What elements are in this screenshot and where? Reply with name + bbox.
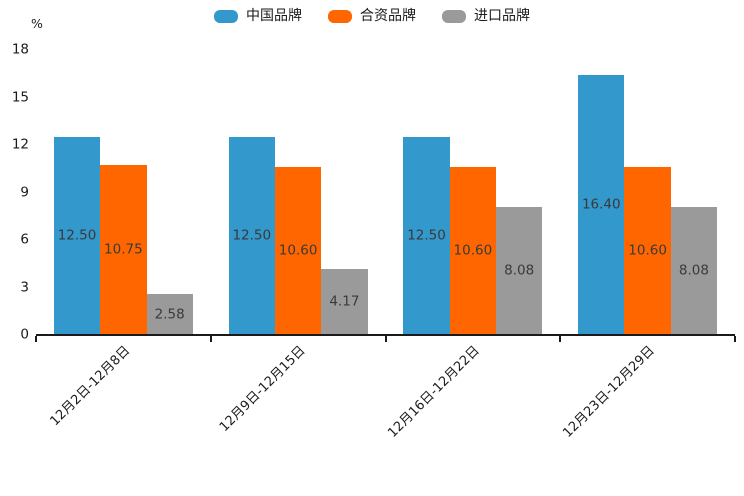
bar-合资品牌-2: 10.60 [274,167,322,335]
bar-进口品牌-4: 8.08 [670,207,718,335]
x-category-label: 12月2日-12月8日 [47,343,134,430]
bar-中国品牌-3: 12.50 [403,137,450,335]
legend-item-3: 进口品牌 [442,9,530,23]
legend: 中国品牌 合资品牌 进口品牌 [0,9,744,23]
x-axis-tick [559,336,562,342]
y-tick-label: 9 [20,183,29,200]
x-category-label: 12月23日-12月29日 [560,343,658,441]
bar-value-label: 16.40 [581,196,621,213]
x-category-label: 12月9日-12月15日 [216,343,309,435]
x-axis-tick [734,336,736,342]
bar-value-label: 8.08 [678,262,709,279]
x-axis-tick [209,336,212,342]
bar-value-label: 12.50 [232,227,272,244]
legend-label: 中国品牌 [246,8,302,24]
legend-item-2: 合资品牌 [328,9,416,23]
bar-合资品牌-1: 10.75 [100,164,147,335]
bar-value-label: 10.60 [628,242,667,259]
bar-中国品牌-4: 16.40 [578,75,625,335]
bar-value-label: 2.58 [154,305,185,322]
legend-item-1: 中国品牌 [214,9,302,23]
x-axis-line [36,334,735,336]
legend-swatch-icon [442,9,466,23]
y-axis-unit-label: % [31,16,43,31]
y-tick-label: 0 [20,326,29,343]
bar-value-label: 10.60 [278,242,318,259]
y-tick-label: 18 [11,41,29,58]
y-tick-label: 12 [11,136,29,153]
bar-合资品牌-3: 10.60 [449,167,497,335]
bar-进口品牌-3: 8.08 [496,207,543,335]
x-category-label: 12月16日-12月22日 [385,343,483,441]
bar-进口品牌-1: 2.58 [146,294,193,335]
bar-中国品牌-2: 12.50 [228,137,275,335]
bar-value-label: 10.60 [453,242,493,259]
bar-value-label: 8.08 [504,262,535,279]
legend-swatch-icon [328,9,352,23]
y-tick-label: 6 [20,231,29,248]
legend-label: 进口品牌 [474,8,530,24]
bar-中国品牌-1: 12.50 [53,137,101,335]
y-tick-label: 15 [11,88,29,105]
legend-swatch-icon [214,9,238,23]
legend-label: 合资品牌 [360,8,416,24]
bar-合资品牌-4: 10.60 [624,167,671,335]
bar-value-label: 10.75 [104,241,143,258]
y-tick-label: 3 [20,278,29,295]
bar-value-label: 4.17 [329,293,360,310]
bar-value-label: 12.50 [57,227,97,244]
x-axis-tick [35,336,37,342]
x-axis-tick [384,336,387,342]
bar-进口品牌-2: 4.17 [321,268,368,335]
bar-value-label: 12.50 [407,227,446,244]
